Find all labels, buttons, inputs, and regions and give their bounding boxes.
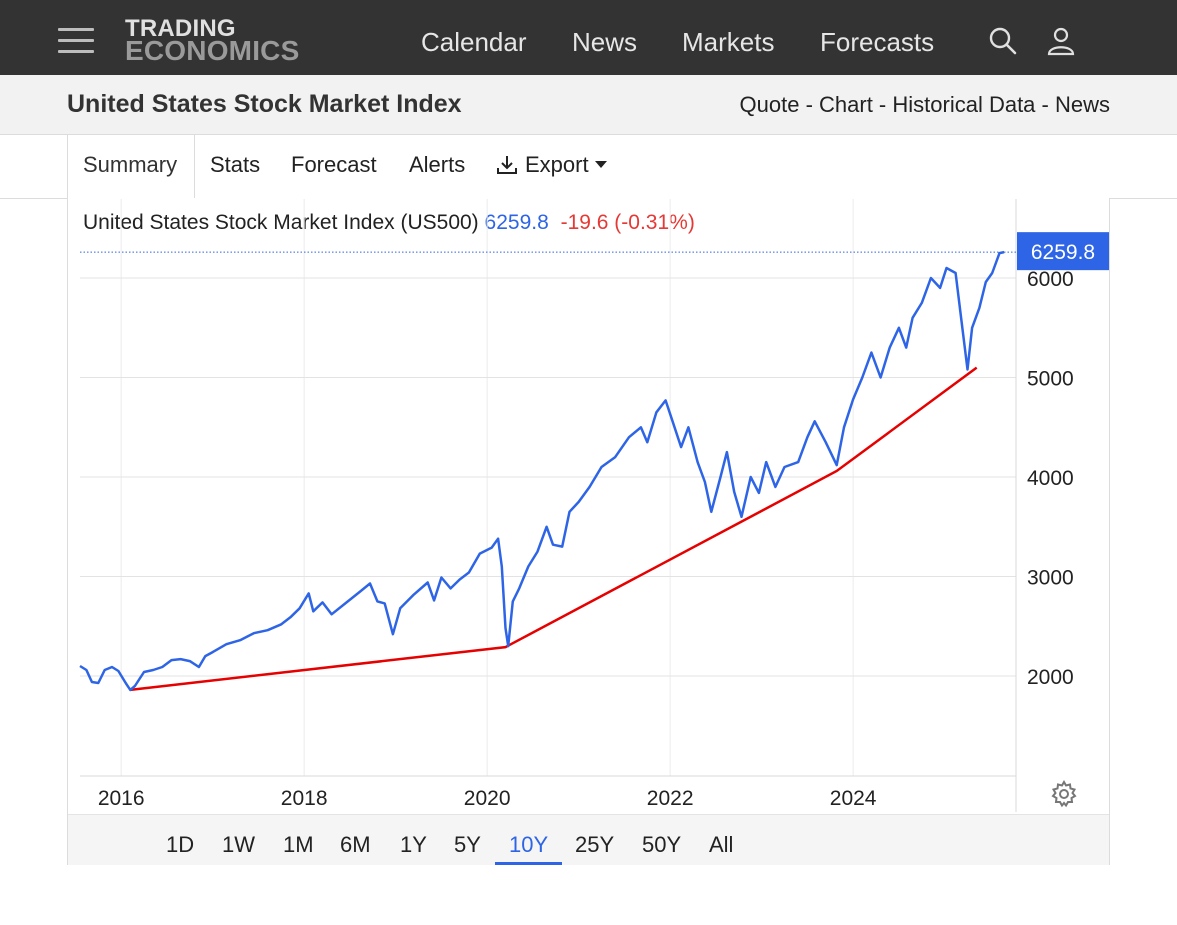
gear-icon[interactable] bbox=[1050, 780, 1078, 808]
y-tick-label: 5000 bbox=[1027, 368, 1074, 391]
export-label: Export bbox=[525, 152, 589, 177]
range-selector: 1D 1W 1M 6M 1Y 5Y 10Y 25Y 50Y All bbox=[68, 814, 1109, 865]
tab-summary[interactable]: Summary bbox=[83, 152, 178, 177]
range-10y[interactable]: 10Y bbox=[509, 832, 549, 857]
range-selected-underline bbox=[495, 862, 562, 865]
price-change: -19.6 (-0.31%) bbox=[560, 211, 695, 234]
link-separator: - bbox=[1035, 92, 1055, 117]
last-price-label-bg bbox=[1017, 232, 1109, 271]
last-price: 6259.8 bbox=[484, 211, 549, 234]
tab-forecast[interactable]: Forecast bbox=[291, 152, 377, 177]
chart-link[interactable]: Chart bbox=[819, 92, 873, 117]
nav-markets-link[interactable]: Markets bbox=[682, 27, 775, 57]
download-icon bbox=[497, 156, 517, 174]
link-separator: - bbox=[872, 92, 893, 117]
y-tick-label: 6000 bbox=[1027, 268, 1074, 291]
x-tick-label: 2020 bbox=[464, 787, 511, 810]
top-navbar: TRADING ECONOMICS Calendar News Markets … bbox=[0, 0, 1177, 75]
site-logo[interactable]: TRADING ECONOMICS bbox=[125, 15, 300, 66]
news-link[interactable]: News bbox=[1054, 92, 1110, 117]
link-separator: - bbox=[799, 92, 820, 117]
y-tick-label: 4000 bbox=[1027, 467, 1074, 490]
caret-down-icon bbox=[594, 161, 607, 168]
menu-icon[interactable] bbox=[58, 27, 94, 55]
x-tick-label: 2016 bbox=[98, 787, 145, 810]
section-links: Quote - Chart - Historical Data - News bbox=[740, 92, 1110, 118]
historical-data-link[interactable]: Historical Data bbox=[892, 92, 1036, 117]
logo-line2: ECONOMICS bbox=[125, 35, 300, 66]
tab-alerts[interactable]: Alerts bbox=[409, 152, 466, 177]
range-25y[interactable]: 25Y bbox=[575, 832, 615, 857]
range-1y[interactable]: 1Y bbox=[400, 832, 427, 857]
range-1m[interactable]: 1M bbox=[283, 832, 314, 857]
tab-bar: Summary Stats Forecast Alerts Export bbox=[0, 135, 1177, 199]
chart-card bbox=[67, 198, 1110, 865]
range-all[interactable]: All bbox=[709, 832, 734, 857]
last-price-label: 6259.8 bbox=[1031, 241, 1095, 264]
logo-line1: TRADING bbox=[125, 15, 236, 42]
y-tick-label: 2000 bbox=[1027, 666, 1074, 689]
page-header: United States Stock Market Index Quote -… bbox=[0, 75, 1177, 135]
export-dropdown[interactable]: Export bbox=[495, 152, 607, 178]
trendline bbox=[130, 366, 978, 692]
range-50y[interactable]: 50Y bbox=[642, 832, 682, 857]
tab-stats[interactable]: Stats bbox=[210, 152, 261, 177]
price-series-line[interactable] bbox=[79, 250, 1005, 692]
range-5y[interactable]: 5Y bbox=[454, 832, 481, 857]
y-tick-label: 3000 bbox=[1027, 567, 1074, 590]
range-1d[interactable]: 1D bbox=[166, 832, 195, 857]
chart-quote-header: United States Stock Market Index (US500)… bbox=[83, 211, 695, 235]
nav-news-link[interactable]: News bbox=[572, 27, 638, 57]
tab-summary-panel bbox=[67, 135, 195, 198]
x-tick-label: 2022 bbox=[647, 787, 694, 810]
page-title: United States Stock Market Index bbox=[67, 90, 462, 118]
nav-forecasts-link[interactable]: Forecasts bbox=[820, 27, 935, 57]
x-tick-label: 2018 bbox=[281, 787, 328, 810]
range-1w[interactable]: 1W bbox=[222, 832, 255, 857]
range-6m[interactable]: 6M bbox=[340, 832, 371, 857]
instrument-name: United States Stock Market Index (US500) bbox=[83, 211, 479, 234]
nav-calendar-link[interactable]: Calendar bbox=[421, 27, 527, 57]
user-icon[interactable] bbox=[1046, 26, 1076, 56]
x-tick-label: 2024 bbox=[830, 787, 877, 810]
search-icon[interactable] bbox=[988, 26, 1018, 56]
quote-link[interactable]: Quote bbox=[739, 92, 800, 117]
